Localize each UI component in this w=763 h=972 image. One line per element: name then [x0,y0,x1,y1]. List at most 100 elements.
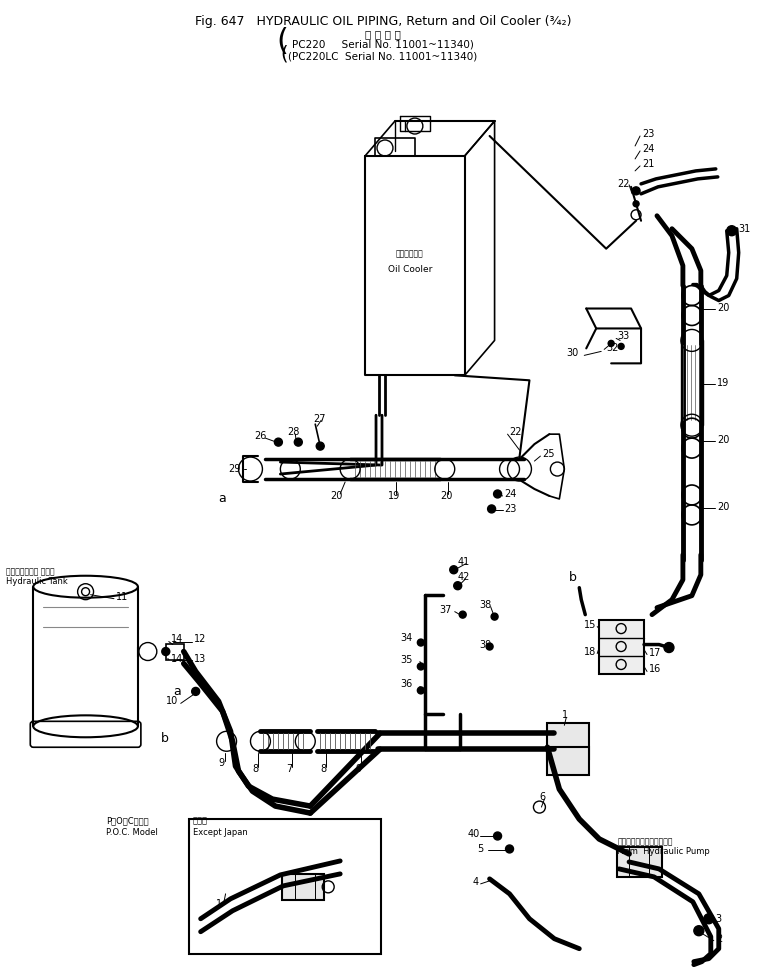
Text: 20: 20 [330,491,343,501]
Text: 適 用 号 機: 適 用 号 機 [365,29,401,39]
Circle shape [417,639,424,646]
Text: Fig. 647   HYDRAULIC OIL PIPING, Return and Oil Cooler (¾₂): Fig. 647 HYDRAULIC OIL PIPING, Return an… [195,16,571,28]
Text: 17: 17 [649,647,662,657]
Text: 26: 26 [255,432,267,441]
Text: 33: 33 [617,331,629,341]
Text: 19: 19 [388,491,401,501]
Text: 19: 19 [716,378,729,388]
Circle shape [703,914,713,923]
Text: 37: 37 [439,605,452,614]
Text: 11: 11 [116,592,128,602]
Bar [188,819,381,954]
Text: 40: 40 [468,829,480,839]
Bar [629,847,649,877]
Circle shape [417,687,424,694]
Circle shape [275,438,282,446]
Text: 12: 12 [194,634,206,643]
Bar [547,723,589,759]
Text: Oil Cooler: Oil Cooler [388,265,432,274]
Text: 22: 22 [510,427,522,437]
Text: ハイドロリック タンク: ハイドロリック タンク [6,568,55,576]
Text: 27: 27 [314,414,326,424]
Text: b: b [569,572,577,584]
Text: PC220     Serial No. 11001~11340): PC220 Serial No. 11001~11340) [292,39,474,50]
Text: P．O．C．仕様: P．O．C．仕様 [106,816,149,825]
Text: 10: 10 [166,696,178,707]
Text: a: a [218,493,227,505]
Text: Except Japan: Except Japan [193,827,247,837]
Text: 8: 8 [253,764,259,774]
Text: 5: 5 [478,844,484,854]
Bar [166,643,184,660]
Circle shape [664,642,674,652]
Text: 4: 4 [472,877,479,886]
Text: Hydraulic Tank: Hydraulic Tank [6,577,68,586]
Text: 30: 30 [566,348,578,359]
Text: オイルクーラ: オイルクーラ [396,249,423,259]
Text: 8: 8 [320,764,327,774]
Text: 14: 14 [171,634,183,643]
Circle shape [454,581,462,590]
Text: 16: 16 [649,665,662,675]
Circle shape [417,663,424,670]
Text: 21: 21 [642,159,655,169]
Text: 9: 9 [218,758,225,768]
Circle shape [633,201,639,207]
Text: 24: 24 [504,489,517,499]
Circle shape [162,647,170,655]
Text: 20: 20 [716,302,729,313]
Text: 23: 23 [642,129,655,139]
Circle shape [494,832,501,840]
Bar [295,874,315,900]
Circle shape [488,504,496,513]
Circle shape [608,340,614,346]
Text: 36: 36 [400,679,412,689]
Circle shape [486,643,493,650]
Text: 29: 29 [229,464,241,474]
Text: 39: 39 [480,640,492,649]
Text: 25: 25 [542,449,555,459]
Text: 13: 13 [194,653,206,664]
Text: a: a [172,685,181,698]
Text: 20: 20 [716,502,729,512]
Text: 35: 35 [400,654,412,665]
Text: 22: 22 [617,179,629,189]
Text: 20: 20 [439,491,452,501]
Circle shape [632,187,640,194]
Text: 34: 34 [400,633,412,642]
Text: 18: 18 [584,646,597,656]
Text: 42: 42 [458,572,470,581]
Circle shape [494,490,501,498]
Text: b: b [161,732,169,745]
Circle shape [618,343,624,349]
Text: (PC220LC  Serial No. 11001~11340): (PC220LC Serial No. 11001~11340) [288,52,478,61]
Text: 32: 32 [606,343,619,354]
Text: 2: 2 [716,934,722,944]
Text: 24: 24 [642,144,655,154]
Text: 28: 28 [288,427,300,437]
Bar [282,874,324,900]
Text: 9: 9 [355,764,361,774]
Circle shape [694,925,703,936]
Bar [617,847,662,877]
Text: From  Hydraulic Pump: From Hydraulic Pump [617,848,710,856]
Text: 6: 6 [539,792,546,802]
Circle shape [506,845,513,853]
Text: 7: 7 [286,764,292,774]
Text: 海外向: 海外向 [193,816,208,825]
Text: 14: 14 [171,653,183,664]
Circle shape [316,442,324,450]
Circle shape [192,687,200,695]
Text: (: ( [276,27,288,55]
Text: P.O.C. Model: P.O.C. Model [106,827,158,837]
Text: 3: 3 [716,914,722,923]
Text: 1: 1 [216,899,222,909]
Text: 31: 31 [739,224,751,233]
Text: 20: 20 [716,435,729,445]
Text: (: ( [281,45,288,64]
Text: 41: 41 [458,557,470,567]
Circle shape [449,566,458,573]
Text: 15: 15 [584,619,597,630]
Circle shape [491,613,498,620]
Bar [599,619,644,675]
